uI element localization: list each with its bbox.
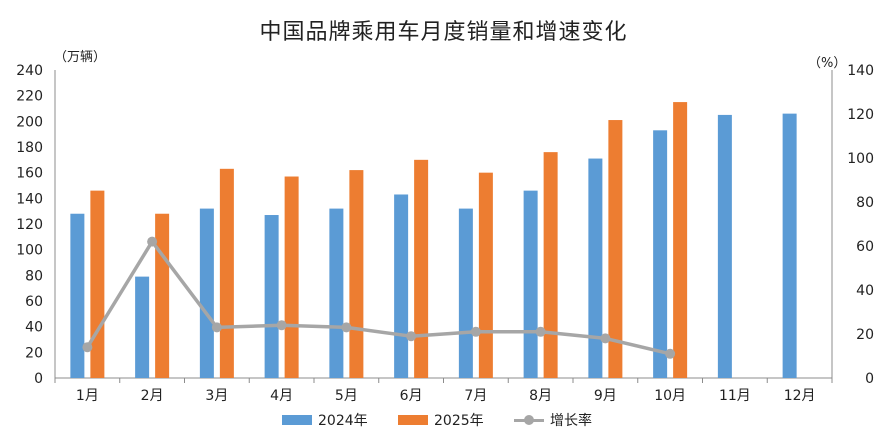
growth-rate-point [82, 342, 93, 353]
growth-rate-line [85, 239, 671, 356]
bar-2024年-2月 [135, 276, 150, 378]
legend-item-growth: 增长率 [514, 410, 592, 430]
bar-2025年-7月 [478, 172, 493, 378]
x-tick-label: 5月 [335, 388, 358, 404]
bar-2025年-8月 [543, 152, 558, 378]
legend-swatch-2024 [282, 415, 312, 425]
right-tick-label: 20 [856, 327, 874, 343]
growth-rate-point [600, 333, 611, 344]
bar-2025年-1月 [90, 190, 105, 378]
left-tick-label: 180 [16, 140, 43, 156]
left-tick-label: 20 [25, 345, 43, 361]
x-tick-label: 9月 [594, 388, 617, 404]
x-tick-label: 8月 [529, 388, 552, 404]
x-tick-label: 1月 [76, 388, 99, 404]
growth-rate-point [665, 348, 676, 359]
bar-2024年-11月 [717, 114, 732, 379]
growth-rate-point [211, 322, 222, 333]
growth-rate-point [341, 322, 352, 333]
right-tick-label: 80 [856, 195, 874, 211]
legend-label-2024: 2024年 [318, 413, 368, 429]
left-tick-label: 200 [16, 114, 43, 130]
growth-rate-point [535, 326, 546, 337]
legend-item-2024: 2024年 [282, 410, 368, 430]
bar-2025年-9月 [608, 120, 623, 379]
bar-2025年-3月 [219, 168, 234, 378]
left-tick-label: 160 [16, 166, 43, 182]
legend-label-2025: 2025年 [434, 413, 484, 429]
left-tick-label: 0 [34, 371, 43, 387]
x-tick-label: 2月 [141, 388, 164, 404]
right-tick-label: 40 [856, 283, 874, 299]
bar-2024年-10月 [653, 130, 668, 378]
growth-rate-point [276, 320, 287, 331]
left-tick-label: 140 [16, 191, 43, 207]
bar-2025年-4月 [284, 176, 299, 378]
bar-2024年-3月 [199, 208, 214, 378]
bar-2024年-8月 [523, 190, 538, 378]
bar-2024年-9月 [588, 158, 603, 378]
bar-2025年-6月 [414, 159, 429, 378]
x-tick-label: 12月 [784, 388, 816, 404]
bar-2024年-6月 [394, 194, 409, 378]
bar-2025年-10月 [673, 102, 688, 378]
legend-swatch-2025 [398, 415, 428, 425]
chart-title: 中国品牌乘用车月度销量和增速变化 [259, 20, 628, 45]
bar-2024年-5月 [329, 208, 344, 378]
growth-rate-point [406, 331, 417, 342]
right-axis-unit: （%） [808, 56, 847, 71]
left-tick-label: 40 [25, 320, 43, 336]
legend-line-growth [514, 415, 544, 425]
growth-rate-point [470, 326, 481, 337]
left-tick-label: 240 [16, 63, 43, 79]
x-tick-label: 7月 [464, 388, 487, 404]
right-tick-label: 120 [847, 107, 874, 123]
x-tick-label: 11月 [719, 388, 751, 404]
growth-rate-point [147, 236, 158, 247]
bar-2024年-7月 [458, 208, 473, 378]
bar-2025年-2月 [155, 213, 170, 378]
legend-item-2025: 2025年 [398, 410, 484, 430]
left-axis-unit: （万辆） [54, 50, 107, 65]
x-tick-label: 6月 [400, 388, 423, 404]
right-tick-label: 0 [865, 371, 874, 387]
left-tick-label: 120 [16, 217, 43, 233]
left-tick-label: 60 [25, 294, 43, 310]
legend-label-growth: 增长率 [550, 413, 592, 429]
left-tick-label: 100 [16, 243, 43, 259]
bar-2024年-1月 [70, 213, 85, 378]
left-tick-label: 220 [16, 89, 43, 105]
legend: 2024年 2025年 增长率 [0, 410, 887, 432]
bar-2025年-5月 [349, 170, 364, 378]
bar-2024年-4月 [264, 215, 279, 378]
right-tick-label: 100 [847, 151, 874, 167]
left-tick-label: 80 [25, 268, 43, 284]
x-tick-label: 10月 [654, 388, 686, 404]
bar-2024年-12月 [782, 113, 797, 378]
right-tick-label: 140 [847, 63, 874, 79]
x-tick-label: 4月 [270, 388, 293, 404]
x-tick-label: 3月 [205, 388, 228, 404]
right-tick-label: 60 [856, 239, 874, 255]
